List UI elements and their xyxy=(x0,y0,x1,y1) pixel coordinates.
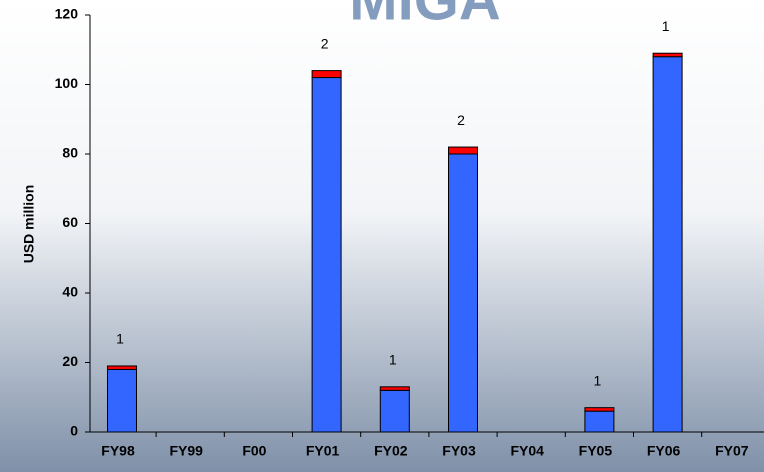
x-tick-label: FY06 xyxy=(647,443,681,459)
bar-segment xyxy=(311,70,342,79)
y-axis-label: USD million xyxy=(21,185,37,264)
y-tick-label: 20 xyxy=(62,353,78,369)
x-tick-label: FY02 xyxy=(374,443,408,459)
annotation: 1 xyxy=(594,372,602,388)
x-tick-label: FY04 xyxy=(510,443,544,459)
bar-segment xyxy=(311,77,342,433)
x-tick-label: FY01 xyxy=(306,443,340,459)
bar-segment xyxy=(107,365,137,370)
x-tick-label: FY98 xyxy=(101,443,135,459)
y-tick-label: 60 xyxy=(62,214,78,230)
x-tick-label: FY03 xyxy=(442,443,476,459)
y-tick-label: 100 xyxy=(55,75,79,91)
x-tick-label: FY99 xyxy=(169,443,203,459)
x-tick-label: FY07 xyxy=(715,443,749,459)
annotation: 1 xyxy=(389,352,397,368)
annotation: 1 xyxy=(116,331,124,347)
annotation: 2 xyxy=(321,35,329,51)
y-tick-label: 0 xyxy=(70,423,78,439)
x-tick-label: F00 xyxy=(242,443,266,459)
y-tick-label: 120 xyxy=(55,6,79,22)
bar-segment xyxy=(584,407,615,412)
y-tick-label: 80 xyxy=(62,145,78,161)
bar-segment xyxy=(379,386,410,391)
bar-segment xyxy=(448,153,478,433)
logo: MIGA xyxy=(349,0,500,32)
bar-segment xyxy=(652,56,683,433)
bar-segment xyxy=(448,146,478,155)
annotation: 2 xyxy=(457,112,465,128)
bar-segment xyxy=(584,410,615,433)
bar-segment xyxy=(652,52,683,58)
x-tick-label: FY05 xyxy=(579,443,613,459)
bar-segment xyxy=(107,368,137,433)
annotation: 1 xyxy=(662,18,670,34)
bar-segment xyxy=(379,389,410,433)
y-tick-label: 40 xyxy=(62,284,78,300)
